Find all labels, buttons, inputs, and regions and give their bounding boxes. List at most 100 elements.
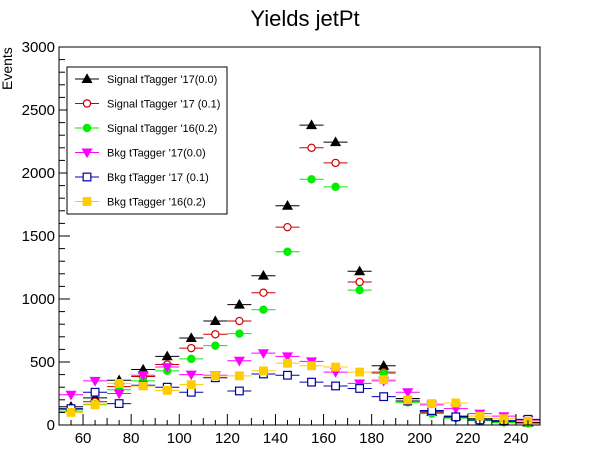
data-point	[379, 392, 389, 402]
data-point	[283, 247, 292, 256]
data-point	[161, 363, 173, 373]
data-point	[283, 358, 292, 368]
legend-label: Bkg tTagger '17(0.0)	[107, 148, 206, 160]
legend-entry: Bkg tTagger '17 (0.1)	[75, 172, 209, 184]
data-point	[427, 399, 437, 409]
data-point	[211, 341, 220, 350]
y-tick-label: 500	[30, 354, 55, 371]
data-point	[331, 158, 340, 168]
data-point	[307, 361, 316, 371]
x-tick-label: 140	[263, 430, 288, 447]
legend-marker	[81, 148, 93, 159]
data-point	[234, 386, 244, 396]
data-point	[259, 305, 268, 314]
data-point	[185, 332, 197, 343]
data-point	[66, 407, 76, 417]
y-axis-title: Events	[0, 47, 15, 90]
x-tick-label: 60	[75, 430, 92, 447]
data-point	[89, 376, 101, 387]
x-tick-label: 180	[359, 430, 384, 447]
data-point	[355, 384, 365, 393]
data-point	[137, 371, 149, 381]
data-point	[257, 349, 269, 359]
data-point	[307, 377, 316, 387]
x-tick-label: 240	[503, 430, 528, 447]
data-point	[209, 315, 221, 326]
data-point	[355, 285, 364, 295]
data-point	[331, 381, 341, 391]
y-tick-label: 2000	[22, 165, 55, 182]
data-point	[451, 412, 461, 422]
data-point	[210, 371, 220, 381]
data-markers	[59, 119, 540, 428]
data-point	[402, 388, 414, 398]
data-point	[138, 381, 148, 391]
series-6	[59, 358, 540, 426]
data-point	[90, 387, 100, 397]
data-point	[307, 175, 316, 184]
data-point	[305, 119, 318, 130]
legend-entry: Signal tTagger '17(0.0)	[75, 73, 217, 86]
data-point	[331, 182, 340, 192]
legend-label: Signal tTagger '16(0.2)	[107, 123, 217, 135]
data-point	[187, 354, 196, 364]
y-tick-label: 3000	[22, 39, 55, 56]
legend-marker	[81, 73, 93, 83]
legend-label: Bkg tTagger '17 (0.1)	[107, 172, 209, 184]
data-point	[355, 277, 364, 287]
x-tick-label: 200	[407, 430, 432, 447]
data-point	[281, 352, 294, 363]
chart-title: Yields jetPt	[250, 6, 359, 31]
data-point	[257, 269, 269, 280]
x-tick-label: 100	[167, 430, 192, 447]
y-tick-label: 0	[47, 417, 55, 434]
data-point	[187, 343, 196, 353]
data-point	[354, 379, 366, 390]
data-point	[90, 400, 100, 410]
legend-label: Signal tTagger '17 (0.1)	[107, 99, 220, 111]
data-point	[331, 362, 341, 372]
data-point	[211, 330, 220, 339]
data-point	[403, 395, 413, 405]
data-point	[379, 375, 389, 385]
data-point	[233, 298, 245, 309]
legend-box	[66, 66, 228, 215]
data-point	[307, 143, 316, 152]
legend-entries: Signal tTagger '17(0.0) Signal tTagger '1…	[75, 73, 220, 209]
data-point	[355, 367, 365, 377]
data-point	[113, 389, 125, 400]
data-point	[354, 265, 366, 276]
data-point	[281, 200, 294, 210]
data-point	[114, 399, 124, 409]
x-tick-label: 220	[455, 430, 480, 447]
legend-marker	[82, 172, 92, 182]
data-point	[235, 329, 244, 338]
data-point	[330, 136, 342, 147]
x-tick-label: 80	[123, 430, 140, 447]
legend-marker	[82, 123, 92, 133]
x-tick-label: 160	[311, 430, 336, 447]
data-point	[259, 366, 268, 376]
axes: 60 80 100 120 140 160 180 200 220 240 0 500 1000 1500…	[22, 39, 541, 447]
y-tick-label: 2500	[22, 102, 55, 119]
data-point	[283, 370, 292, 380]
data-point	[65, 390, 77, 401]
data-point	[234, 371, 244, 381]
legend-label: Bkg tTagger '16(0.2)	[107, 197, 206, 209]
data-point	[114, 378, 124, 388]
data-point	[235, 316, 244, 326]
x-tick-label: 120	[215, 430, 240, 447]
data-point	[162, 385, 172, 395]
data-point	[451, 398, 461, 408]
data-point	[185, 370, 197, 381]
data-point	[161, 350, 173, 361]
legend-entry: Signal tTagger '16(0.2)	[75, 123, 217, 135]
legend-entry: Signal tTagger '17 (0.1)	[75, 99, 220, 111]
data-point	[233, 356, 245, 367]
legend-entry: Bkg tTagger '17(0.0)	[75, 148, 206, 160]
legend-label: Signal tTagger '17(0.0)	[107, 74, 217, 86]
data-point	[186, 380, 196, 390]
data-point	[186, 387, 196, 397]
y-tick-label: 1000	[22, 291, 55, 308]
